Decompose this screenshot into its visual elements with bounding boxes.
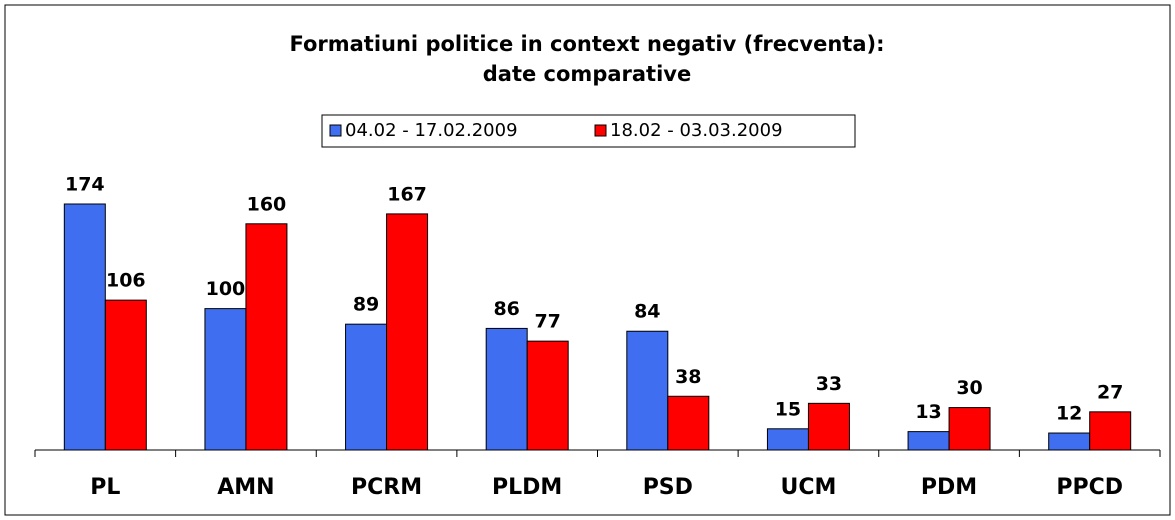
bar [386, 213, 429, 451]
value-label: 33 [816, 373, 842, 395]
bar [907, 431, 950, 451]
bar [63, 203, 106, 451]
bar [245, 223, 288, 451]
legend-box [321, 114, 856, 148]
value-label: 89 [353, 294, 379, 316]
x-tick-label: PLDM [492, 475, 562, 500]
value-label: 30 [956, 377, 982, 399]
x-tick-label: PSD [643, 475, 693, 500]
bar [626, 330, 669, 451]
value-label: 160 [247, 193, 287, 215]
legend-swatch [594, 124, 607, 137]
legend-label: 04.02 - 17.02.2009 [345, 120, 518, 141]
bar [766, 428, 809, 451]
value-label: 86 [493, 298, 519, 320]
value-label: 100 [206, 278, 246, 300]
bar [485, 327, 528, 451]
bar [948, 407, 991, 451]
chart-title: Formatiuni politice in context negativ (… [289, 32, 884, 56]
x-tick-label: PPCD [1056, 475, 1123, 500]
x-tick-label: PDM [921, 475, 977, 500]
x-tick-label: PCRM [351, 475, 422, 500]
legend-swatch [329, 124, 342, 137]
bar [1089, 411, 1132, 451]
value-label: 174 [65, 174, 105, 196]
bar [1048, 432, 1091, 451]
value-label: 38 [675, 366, 701, 388]
value-label: 77 [534, 311, 560, 333]
value-label: 15 [775, 398, 801, 420]
bar [667, 395, 710, 451]
x-tick-label: PL [90, 475, 120, 500]
bar [204, 308, 247, 451]
value-label: 12 [1056, 403, 1082, 425]
chart-title: date comparative [483, 62, 691, 86]
legend-label: 18.02 - 03.03.2009 [610, 120, 783, 141]
value-label: 13 [915, 401, 941, 423]
value-label: 167 [387, 183, 427, 205]
x-tick-label: UCM [780, 475, 836, 500]
value-label: 84 [634, 301, 660, 323]
bar [526, 340, 569, 451]
value-label: 27 [1097, 381, 1123, 403]
bar [807, 402, 850, 451]
bar [345, 323, 388, 451]
x-tick-label: AMN [217, 475, 274, 500]
bar [104, 299, 147, 451]
value-label: 106 [106, 270, 146, 292]
